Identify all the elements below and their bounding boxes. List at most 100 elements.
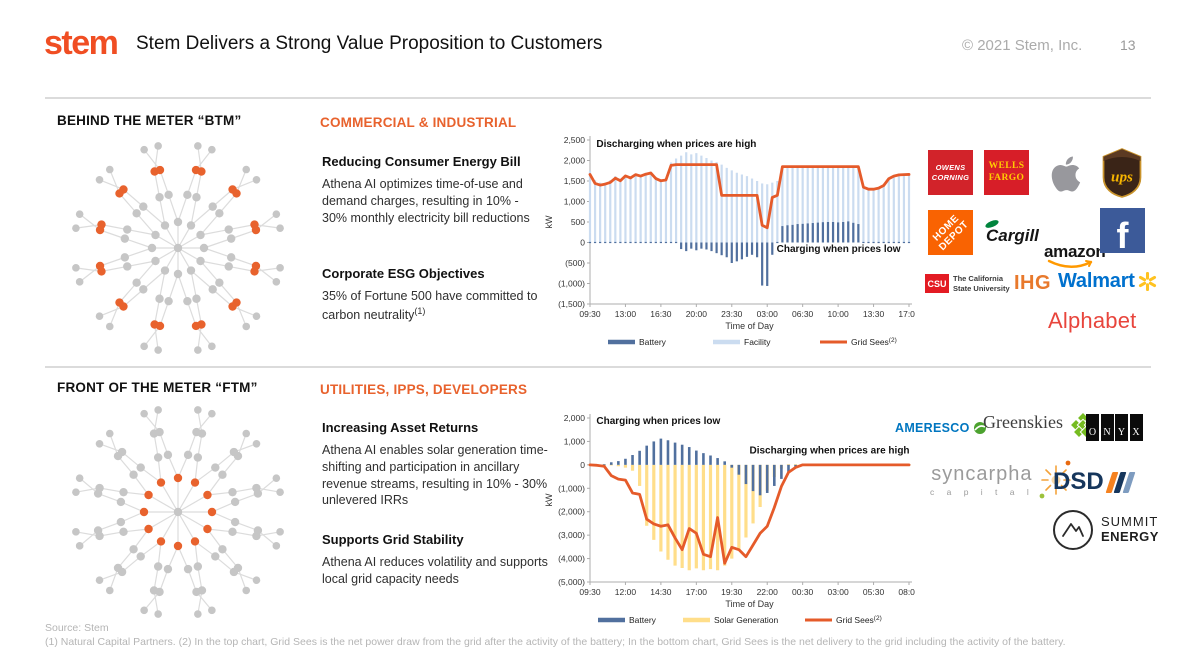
svg-text:(3,000): (3,000) <box>558 530 585 540</box>
divider-middle <box>45 366 1151 368</box>
logo-cargill: Cargill <box>985 220 1196 246</box>
svg-text:09:30: 09:30 <box>579 309 601 319</box>
svg-text:kW: kW <box>544 215 554 229</box>
ftm-subheading: UTILITIES, IPPS, DEVELOPERS <box>320 382 528 397</box>
svg-text:Grid Sees(2): Grid Sees(2) <box>836 615 882 625</box>
svg-text:00:30: 00:30 <box>792 587 814 597</box>
btm-block2-title: Corporate ESG Objectives <box>322 266 485 281</box>
logo-ameresco: AMERESCO <box>895 421 987 435</box>
svg-text:2,000: 2,000 <box>564 156 586 166</box>
svg-text:(1,000): (1,000) <box>558 483 585 493</box>
logo-ihg: IHG <box>1014 272 1052 294</box>
ftm-heading: FRONT OF THE METER “FTM” <box>57 380 258 395</box>
svg-text:09:30: 09:30 <box>579 587 601 597</box>
ftm-block2-title: Supports Grid Stability <box>322 532 464 547</box>
stem-logo: stem <box>44 24 119 62</box>
svg-text:2,500: 2,500 <box>564 135 586 145</box>
btm-chart: 2,500 2,000 1,500 1,000 500 0 (500) (1,000) (1,5… <box>544 135 915 347</box>
logo-walmart: Walmart <box>1058 270 1157 293</box>
logo-csu: CSU The California State University <box>925 274 1010 293</box>
svg-text:22:00: 22:00 <box>757 587 779 597</box>
svg-text:Charging when prices low: Charging when prices low <box>596 416 720 427</box>
svg-text:06:30: 06:30 <box>792 309 814 319</box>
page-title: Stem Delivers a Strong Value Proposition… <box>136 33 603 54</box>
svg-text:03:00: 03:00 <box>757 309 779 319</box>
logo-home-depot: HOME DEPOT <box>928 210 973 255</box>
svg-text:Discharging when prices are hi: Discharging when prices are high <box>750 446 910 457</box>
btm-network-diagram <box>72 142 284 354</box>
svg-text:05:30: 05:30 <box>863 587 885 597</box>
svg-text:10:00: 10:00 <box>827 309 849 319</box>
svg-text:12:00: 12:00 <box>615 587 637 597</box>
svg-text:Battery: Battery <box>629 615 657 625</box>
amazon-smile-icon <box>1047 259 1093 268</box>
svg-text:13:00: 13:00 <box>615 309 637 319</box>
svg-text:1,500: 1,500 <box>564 176 586 186</box>
svg-text:(1,500): (1,500) <box>558 299 585 309</box>
svg-text:Time of Day: Time of Day <box>725 321 774 331</box>
ups-shield-icon: ups <box>1102 148 1142 198</box>
svg-text:kW: kW <box>544 493 554 507</box>
logo-greenskies: Greenskies <box>983 412 1097 446</box>
cargill-leaf-icon <box>985 220 999 228</box>
svg-text:Charging when prices low: Charging when prices low <box>777 244 901 255</box>
svg-text:Solar Generation: Solar Generation <box>714 615 779 625</box>
logo-ups: ups <box>1100 148 1144 203</box>
svg-text:0: 0 <box>580 460 585 470</box>
svg-text:500: 500 <box>571 217 585 227</box>
logo-summit-energy: SUMMIT ENERGY <box>1053 510 1159 550</box>
svg-text:03:00: 03:00 <box>827 587 849 597</box>
svg-text:Battery: Battery <box>639 337 667 347</box>
svg-text:13:30: 13:30 <box>863 309 885 319</box>
svg-text:1,000: 1,000 <box>564 436 586 446</box>
logo-wells-fargo: WELLS FARGO <box>984 150 1029 195</box>
dsd-stripes-icon <box>1105 471 1136 493</box>
svg-text:ups: ups <box>1111 169 1133 186</box>
svg-text:23:30: 23:30 <box>721 309 743 319</box>
btm-block1-body: Athena AI optimizes time-of-use and dema… <box>322 177 530 225</box>
ftm-chart: 2,000 1,000 0 (1,000) (2,000) (3,000) (4,000) (… <box>544 413 915 625</box>
svg-text:(2,000): (2,000) <box>558 507 585 517</box>
svg-text:Grid Sees(2): Grid Sees(2) <box>851 337 897 347</box>
logo-alphabet: Alphabet <box>1048 308 1137 333</box>
logo-syncarpha: syncarpha c a p i t a l <box>930 458 1078 502</box>
logo-onyx: O N Y X <box>1086 414 1143 441</box>
apple-icon <box>1051 156 1081 192</box>
logo-owens-corning: OWENS CORNING <box>928 150 973 195</box>
svg-text:Facility: Facility <box>744 337 771 347</box>
divider-top <box>45 97 1151 99</box>
svg-text:20:00: 20:00 <box>686 309 708 319</box>
svg-text:17:00: 17:00 <box>898 309 915 319</box>
btm-subheading: COMMERCIAL & INDUSTRIAL <box>320 115 517 130</box>
svg-text:17:00: 17:00 <box>686 587 708 597</box>
source-text: Source: Stem <box>45 622 109 634</box>
ftm-block1-body: Athena AI enables solar generation time-… <box>322 443 548 508</box>
ftm-network-diagram <box>72 406 284 618</box>
logo-facebook: f <box>1100 208 1145 253</box>
ftm-block1-title: Increasing Asset Returns <box>322 420 479 435</box>
svg-text:(1,000): (1,000) <box>558 279 585 289</box>
svg-text:19:30: 19:30 <box>721 587 743 597</box>
svg-text:(500): (500) <box>565 258 585 268</box>
copyright-text: © 2021 Stem, Inc. <box>962 37 1083 54</box>
syncarpha-sun-icon <box>1039 460 1071 499</box>
logo-amazon: amazon <box>1044 242 1196 268</box>
svg-text:08:00: 08:00 <box>898 587 915 597</box>
svg-text:(5,000): (5,000) <box>558 577 585 587</box>
svg-text:14:30: 14:30 <box>650 587 672 597</box>
footnote-text: (1) Natural Capital Partners. (2) In the… <box>45 636 1066 648</box>
ftm-block2-body: Athena AI reduces volatility and support… <box>322 555 548 586</box>
logo-dsd: DSD <box>1053 468 1136 496</box>
svg-text:0: 0 <box>580 238 585 248</box>
footnote-marker-1: (1) <box>414 305 426 316</box>
svg-text:Time of Day: Time of Day <box>725 599 774 609</box>
walmart-spark-icon <box>1138 272 1156 291</box>
svg-text:16:30: 16:30 <box>650 309 672 319</box>
btm-block2-body: 35% of Fortune 500 have committed to car… <box>322 289 538 322</box>
ameresco-leaf-icon <box>973 422 986 434</box>
btm-heading: BEHIND THE METER “BTM” <box>57 113 242 128</box>
svg-text:Discharging when prices are hi: Discharging when prices are high <box>596 139 756 150</box>
svg-text:1,000: 1,000 <box>564 197 586 207</box>
svg-text:(4,000): (4,000) <box>558 554 585 564</box>
